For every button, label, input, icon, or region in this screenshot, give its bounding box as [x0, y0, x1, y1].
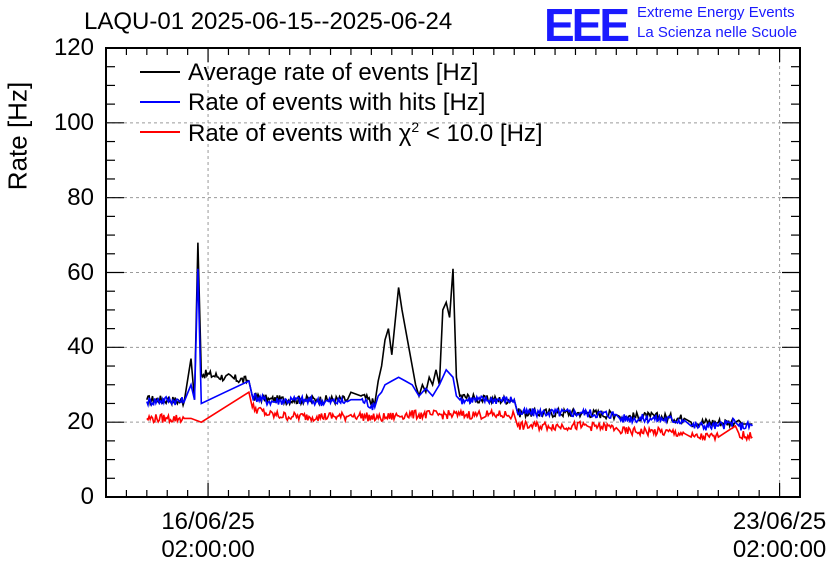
series-line-2: [146, 390, 753, 443]
eee-logo: EEE: [544, 0, 630, 51]
grid: [106, 48, 800, 497]
legend-label-hits: Rate of events with hits [Hz]: [188, 89, 486, 116]
y-axis-label-wrap: Rate [Hz]: [2, 82, 34, 190]
series-group: [146, 242, 753, 443]
chart-title: LAQU-01 2025-06-15--2025-06-24: [84, 8, 453, 35]
y-axis-label: Rate [Hz]: [2, 81, 33, 191]
y-tick-label: 0: [80, 483, 94, 510]
y-tick-label: 100: [53, 108, 94, 136]
x-tick-label: 23/06/25 02:00:00: [732, 508, 827, 563]
axis-ticks: [106, 47, 800, 498]
series-line-0: [146, 242, 753, 430]
x-tick-label: 16/06/25 02:00:00: [161, 508, 255, 563]
series-line-1: [146, 268, 753, 432]
y-tick-label: 120: [53, 34, 94, 61]
y-tick-label: 20: [67, 408, 94, 436]
legend-label-average: Average rate of events [Hz]: [188, 59, 479, 86]
y-tick-label: 40: [67, 333, 94, 361]
y-tick-label: 80: [67, 183, 94, 211]
logo-line-2: La Scienza nelle Scuole: [637, 24, 798, 41]
legend-lines: [140, 71, 180, 133]
logo-line-1: Extreme Energy Events: [637, 4, 795, 21]
legend-label-chi2: Rate of events with χ2 < 10.0 [Hz]: [188, 119, 543, 147]
y-tick-label: 60: [67, 258, 94, 286]
